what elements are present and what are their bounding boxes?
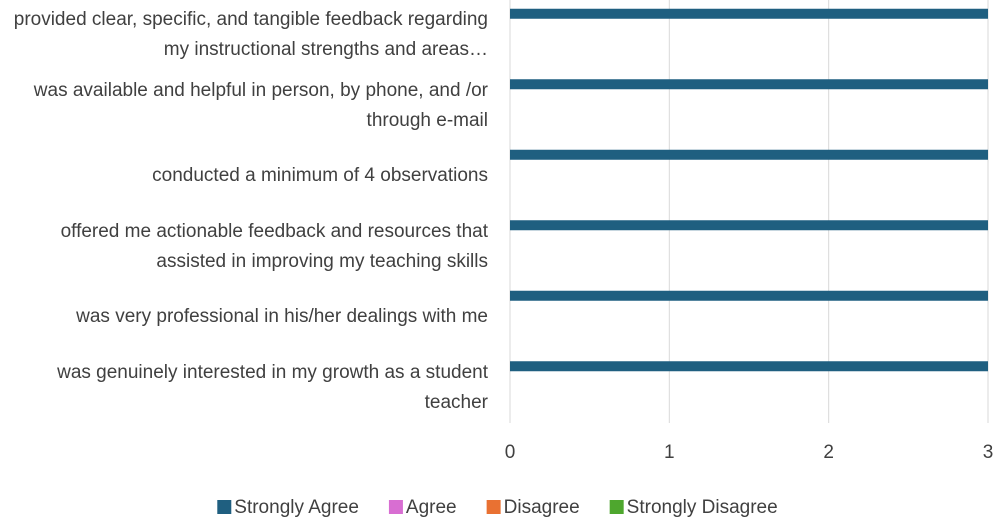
- legend-label: Disagree: [504, 497, 580, 518]
- y-tick-label: offered me actionable feedback and resou…: [60, 220, 488, 272]
- x-tick-label: 0: [505, 442, 516, 463]
- legend-item: Disagree: [486, 497, 580, 518]
- bar: [510, 220, 988, 231]
- bar: [510, 361, 988, 372]
- bar: [510, 79, 988, 90]
- legend-item: Strongly Disagree: [609, 497, 778, 518]
- y-tick-label: was available and helpful in person, by …: [33, 79, 488, 131]
- legend-swatch: [486, 500, 501, 514]
- x-tick-label: 2: [823, 442, 834, 463]
- y-tick-label: conducted a minimum of 4 observations: [152, 165, 488, 187]
- y-tick-label: was very professional in his/her dealing…: [76, 306, 488, 328]
- x-tick-label: 3: [983, 442, 994, 463]
- y-tick-label: provided clear, specific, and tangible f…: [13, 9, 488, 61]
- legend-label: Strongly Agree: [234, 497, 359, 518]
- x-tick-label: 1: [664, 442, 675, 463]
- y-tick-label: was genuinely interested in my growth as…: [57, 361, 488, 413]
- bar: [510, 290, 988, 301]
- legend-swatch: [217, 500, 232, 514]
- legend-item: Strongly Agree: [217, 497, 359, 518]
- bar: [510, 8, 988, 19]
- legend-item: Agree: [388, 497, 457, 518]
- legend-swatch: [609, 500, 624, 514]
- legend-swatch: [388, 500, 403, 514]
- bar: [510, 149, 988, 160]
- legend-label: Strongly Disagree: [627, 497, 778, 518]
- legend-label: Agree: [406, 497, 457, 518]
